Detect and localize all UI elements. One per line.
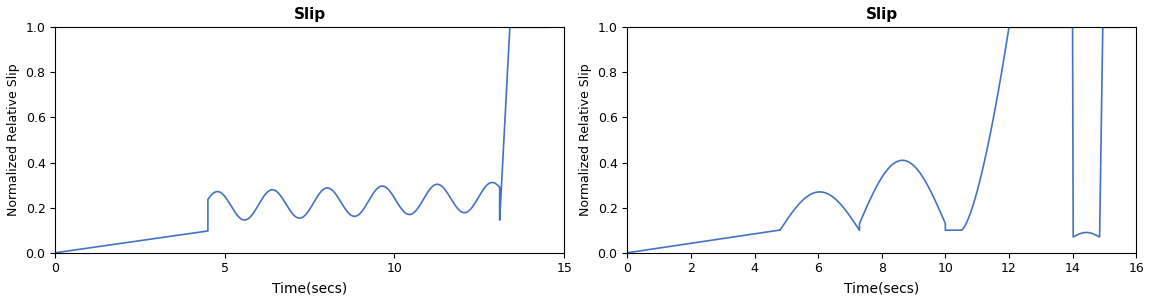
Y-axis label: Normalized Relative Slip: Normalized Relative Slip [7,64,20,216]
X-axis label: Time(secs): Time(secs) [272,281,348,295]
X-axis label: Time(secs): Time(secs) [844,281,920,295]
Title: Slip: Slip [866,7,898,22]
Y-axis label: Normalized Relative Slip: Normalized Relative Slip [579,64,592,216]
Title: Slip: Slip [294,7,326,22]
